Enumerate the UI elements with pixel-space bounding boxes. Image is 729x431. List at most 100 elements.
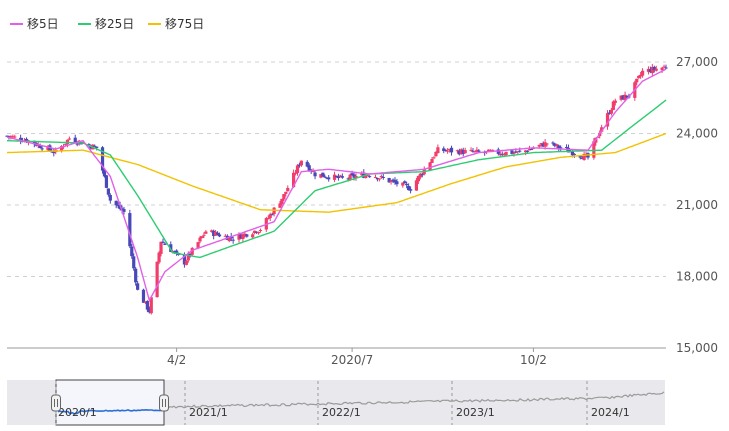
candle-body bbox=[204, 231, 208, 234]
candle-body bbox=[327, 177, 331, 180]
candle-body bbox=[215, 232, 220, 235]
candle-body bbox=[198, 237, 202, 242]
candle-body bbox=[11, 136, 15, 138]
candle-body bbox=[67, 138, 71, 140]
candle-body bbox=[87, 144, 91, 146]
candle-body bbox=[149, 297, 153, 314]
candle-body bbox=[251, 234, 255, 238]
candle-body bbox=[59, 146, 64, 152]
candle-body bbox=[297, 164, 302, 166]
navigator-history-line bbox=[163, 391, 665, 409]
candle-body bbox=[184, 260, 188, 265]
candle-body bbox=[391, 179, 395, 181]
candle-body bbox=[559, 147, 563, 149]
candle-body bbox=[161, 241, 165, 243]
candle-body bbox=[130, 246, 134, 257]
candle-body bbox=[543, 142, 547, 147]
navigator-label-2020: 2020/1 bbox=[58, 406, 97, 419]
ma25-line bbox=[7, 99, 667, 259]
candle-body bbox=[93, 145, 97, 147]
candle-body bbox=[654, 68, 658, 71]
candle-body bbox=[490, 149, 495, 151]
drag-handle-left-icon[interactable] bbox=[51, 394, 61, 412]
candle-body bbox=[516, 151, 520, 153]
candle-body bbox=[286, 187, 290, 192]
candle-body bbox=[407, 186, 411, 191]
candle-body bbox=[403, 181, 407, 184]
candle-body bbox=[282, 194, 286, 200]
candle-body bbox=[73, 137, 77, 143]
candle-body bbox=[555, 144, 559, 146]
candle-body bbox=[660, 67, 664, 71]
y-tick-label: 18,000 bbox=[676, 270, 718, 284]
candle-body bbox=[305, 161, 309, 167]
candle-body bbox=[254, 231, 259, 233]
candle-body bbox=[284, 191, 288, 194]
candle-body bbox=[38, 145, 42, 149]
candle-body bbox=[143, 301, 148, 303]
range-navigator[interactable]: 2020/1 2021/1 2022/1 2023/1 2024/1 bbox=[7, 379, 665, 426]
candle-body bbox=[46, 146, 50, 150]
candle-body bbox=[609, 109, 614, 114]
candle-body bbox=[245, 234, 249, 237]
candle-body bbox=[502, 154, 506, 156]
candle-body bbox=[446, 150, 450, 152]
candle-body bbox=[600, 127, 604, 132]
candle-body bbox=[243, 233, 247, 236]
candle-body bbox=[459, 149, 463, 155]
candle-body bbox=[155, 261, 159, 298]
candle-body bbox=[163, 243, 167, 245]
candle-body bbox=[186, 253, 190, 261]
candle-body bbox=[340, 176, 344, 178]
candle-body bbox=[354, 176, 358, 179]
candle-body bbox=[611, 101, 615, 110]
candle-body bbox=[471, 150, 475, 152]
candle-body bbox=[95, 146, 99, 148]
candle-body bbox=[278, 203, 282, 208]
candle-body bbox=[334, 176, 339, 178]
candle-body bbox=[321, 172, 325, 177]
y-tick-label: 27,000 bbox=[676, 55, 718, 69]
candle-body bbox=[639, 74, 643, 77]
candle-body bbox=[292, 172, 296, 188]
candle-body bbox=[102, 170, 107, 177]
candle-body bbox=[432, 157, 436, 159]
candle-body bbox=[100, 147, 105, 171]
candle-body bbox=[108, 195, 112, 201]
navigator-label-2023: 2023/1 bbox=[456, 406, 495, 419]
candle-body bbox=[114, 200, 118, 206]
candle-body bbox=[338, 175, 342, 177]
y-tick-label: 21,000 bbox=[676, 198, 718, 212]
drag-handle-right-icon[interactable] bbox=[159, 394, 169, 412]
candle-body bbox=[641, 70, 645, 76]
candle-body bbox=[527, 149, 532, 151]
candle-body bbox=[325, 177, 329, 179]
candle-body bbox=[375, 178, 380, 180]
candle-body bbox=[551, 142, 555, 144]
candle-body bbox=[379, 175, 383, 178]
candle-body bbox=[414, 180, 419, 191]
navigator-label-2024: 2024/1 bbox=[591, 406, 630, 419]
candle-body bbox=[134, 268, 138, 283]
candle-body bbox=[159, 241, 163, 254]
candle-body bbox=[444, 149, 448, 152]
candle-body bbox=[436, 147, 440, 154]
candle-body bbox=[572, 153, 576, 155]
candle-body bbox=[623, 94, 627, 101]
candle-body bbox=[253, 230, 257, 234]
candle-body bbox=[323, 176, 327, 178]
candle-body bbox=[652, 66, 656, 70]
candle-body bbox=[295, 165, 300, 174]
candle-body bbox=[557, 145, 561, 149]
candle-body bbox=[625, 95, 629, 98]
candle-body bbox=[147, 308, 151, 313]
candle-body bbox=[512, 152, 516, 154]
candle-body bbox=[223, 235, 227, 237]
candle-body bbox=[231, 239, 235, 241]
navigator-selected-window[interactable] bbox=[55, 379, 165, 426]
candle-body bbox=[408, 189, 413, 191]
candle-body bbox=[646, 68, 651, 72]
candle-body bbox=[564, 146, 569, 148]
candle-body bbox=[580, 158, 584, 160]
candle-body bbox=[182, 254, 187, 265]
